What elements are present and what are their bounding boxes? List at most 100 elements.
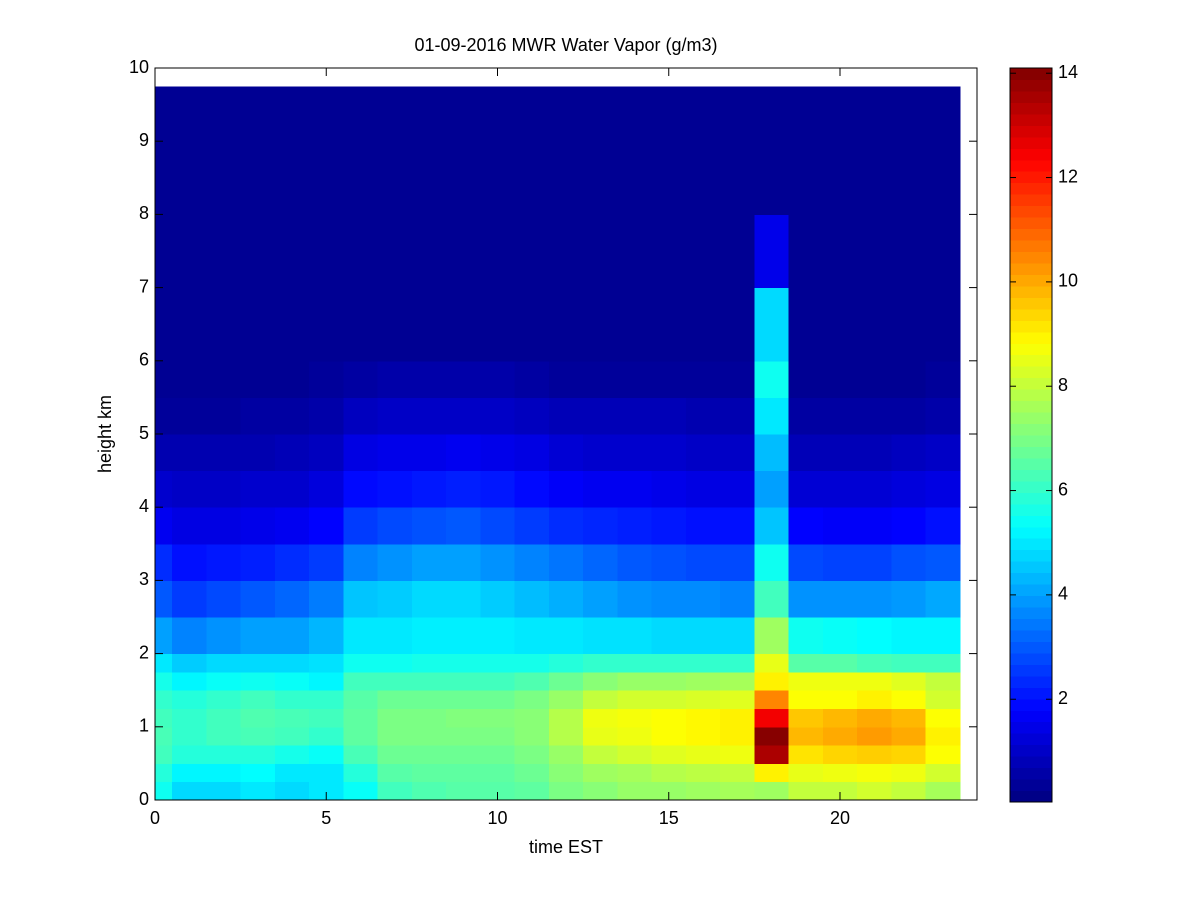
heatmap-cell	[548, 671, 584, 691]
heatmap-cell	[240, 86, 276, 142]
heatmap-cell	[891, 397, 927, 435]
heatmap-cell	[411, 86, 447, 142]
heatmap-cell	[240, 287, 276, 362]
heatmap-cell	[155, 580, 173, 618]
heatmap-cell	[548, 690, 584, 709]
colorbar-segment	[1010, 102, 1052, 115]
heatmap-cell	[925, 214, 961, 289]
heatmap-cell	[377, 763, 413, 783]
heatmap-cell	[651, 726, 687, 746]
heatmap-cell	[411, 360, 447, 398]
heatmap-cell	[822, 141, 858, 215]
heatmap-cell	[377, 653, 413, 673]
heatmap-cell	[274, 86, 310, 142]
heatmap-cell	[514, 690, 550, 709]
heatmap-cell	[822, 507, 858, 545]
heatmap-cell	[343, 141, 379, 215]
heatmap-cell	[583, 434, 618, 472]
heatmap-cell	[155, 360, 173, 398]
heatmap-cell	[754, 287, 790, 362]
colorbar-segment	[1010, 308, 1052, 321]
heatmap-cell	[514, 86, 550, 142]
colorbar-segment	[1010, 400, 1052, 413]
heatmap-cell	[583, 781, 618, 801]
heatmap-cell	[548, 214, 584, 289]
heatmap-cell	[754, 214, 790, 289]
heatmap-cell	[925, 745, 961, 764]
heatmap-cell	[155, 141, 173, 215]
x-tick-label: 10	[487, 808, 507, 828]
heatmap-cell	[309, 214, 344, 289]
heatmap-cell	[788, 708, 824, 728]
heatmap-cell	[651, 287, 687, 362]
colorbar-segment	[1010, 652, 1052, 665]
heatmap-cell	[685, 287, 721, 362]
heatmap-cell	[240, 763, 276, 783]
heatmap-cell	[685, 617, 721, 655]
heatmap-cell	[651, 708, 687, 728]
heatmap-cell	[377, 507, 413, 545]
heatmap-cell	[925, 671, 961, 691]
heatmap-cell	[155, 763, 173, 783]
y-tick-label: 5	[139, 423, 149, 443]
heatmap-cell	[446, 708, 481, 728]
heatmap-cell	[891, 360, 927, 398]
colorbar-tick-label: 2	[1058, 688, 1068, 708]
heatmap-cell	[822, 543, 858, 581]
heatmap-cell	[857, 708, 892, 728]
colorbar-segment	[1010, 240, 1052, 252]
heatmap-cell	[309, 543, 344, 581]
heatmap-cell	[377, 690, 413, 709]
colorbar-segment	[1010, 366, 1052, 379]
heatmap-cell	[822, 653, 858, 673]
heatmap-cell	[172, 434, 207, 472]
heatmap-cell	[925, 617, 961, 655]
heatmap-cell	[155, 470, 173, 508]
heatmap-cell	[377, 141, 413, 215]
y-axis-label: height km	[95, 395, 115, 473]
heatmap-cell	[514, 543, 550, 581]
heatmap-cell	[822, 781, 858, 801]
heatmap-cell	[822, 671, 858, 691]
heatmap-cell	[822, 763, 858, 783]
heatmap-cell	[891, 434, 927, 472]
heatmap-cell	[857, 141, 892, 215]
heatmap-cell	[891, 214, 927, 289]
heatmap-cell	[206, 507, 242, 545]
colorbar-segment	[1010, 125, 1052, 138]
heatmap-cell	[548, 543, 584, 581]
heatmap-cell	[172, 360, 207, 398]
heatmap-cell	[754, 653, 790, 673]
heatmap-cell	[274, 745, 310, 764]
heatmap-cell	[720, 671, 755, 691]
heatmap-cell	[651, 86, 687, 142]
heatmap-cell	[651, 671, 687, 691]
heatmap-cell	[411, 690, 447, 709]
heatmap-cell	[480, 141, 516, 215]
colorbar-segment	[1010, 412, 1052, 425]
heatmap-cell	[411, 470, 447, 508]
heatmap-cell	[822, 86, 858, 142]
heatmap-cell	[891, 708, 927, 728]
heatmap-cell	[583, 360, 618, 398]
heatmap-cell	[788, 745, 824, 764]
heatmap-cell	[617, 141, 653, 215]
heatmap-cell	[925, 470, 961, 508]
colorbar-segment	[1010, 457, 1052, 470]
heatmap-cell	[754, 360, 790, 398]
heatmap-cell	[617, 745, 653, 764]
heatmap-cell	[274, 287, 310, 362]
x-tick-label: 0	[150, 808, 160, 828]
heatmap-cell	[822, 434, 858, 472]
heatmap-cell	[446, 86, 481, 142]
heatmap-cell	[583, 86, 618, 142]
heatmap-cell	[925, 507, 961, 545]
heatmap-cell	[857, 214, 892, 289]
y-tick-label: 3	[139, 569, 149, 589]
heatmap-cell	[754, 781, 790, 801]
y-tick-label: 1	[139, 716, 149, 736]
colorbar-segment	[1010, 549, 1052, 562]
heatmap-cell	[822, 470, 858, 508]
heatmap-cell	[857, 360, 892, 398]
heatmap-cell	[206, 763, 242, 783]
